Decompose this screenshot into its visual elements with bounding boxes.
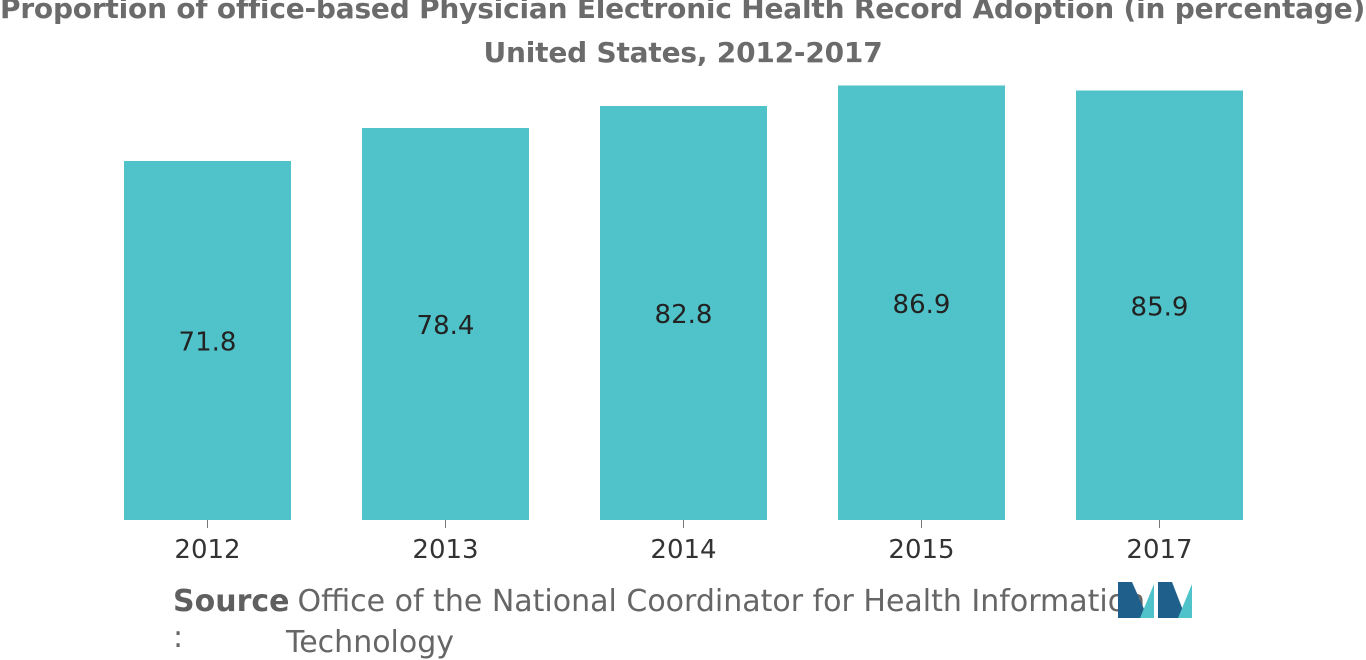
chart-title-line2: United States, 2012-2017 bbox=[483, 36, 883, 69]
data-label-2012: 71.8 bbox=[179, 328, 237, 358]
data-label-2014: 82.8 bbox=[655, 300, 713, 330]
source-text-line2: Technology bbox=[286, 625, 455, 660]
bar-2017 bbox=[1076, 90, 1243, 520]
chart-title-line1: Proportion of office-based Physician Ele… bbox=[0, 0, 1366, 25]
source-line: Source Office of the National Coordinator… bbox=[173, 584, 1145, 619]
source-text-line1: Office of the National Coordinator for H… bbox=[297, 584, 1146, 619]
x-tick-label-2013: 2013 bbox=[412, 535, 478, 565]
data-label-2017: 85.9 bbox=[1131, 292, 1189, 322]
source-label: Source bbox=[173, 584, 290, 619]
mordor-logo-icon bbox=[1118, 582, 1192, 618]
x-tick-label-2015: 2015 bbox=[888, 535, 954, 565]
bar-2013 bbox=[362, 128, 529, 520]
data-label-2015: 86.9 bbox=[893, 290, 951, 320]
bar-2012 bbox=[124, 161, 291, 520]
bar-2015 bbox=[838, 85, 1005, 520]
source-colon: : bbox=[173, 620, 184, 655]
x-tick-label-2014: 2014 bbox=[650, 535, 716, 565]
bar-2014 bbox=[600, 106, 767, 520]
data-label-2013: 78.4 bbox=[417, 311, 475, 341]
x-tick-label-2012: 2012 bbox=[174, 535, 240, 565]
x-tick-label-2017: 2017 bbox=[1126, 535, 1192, 565]
